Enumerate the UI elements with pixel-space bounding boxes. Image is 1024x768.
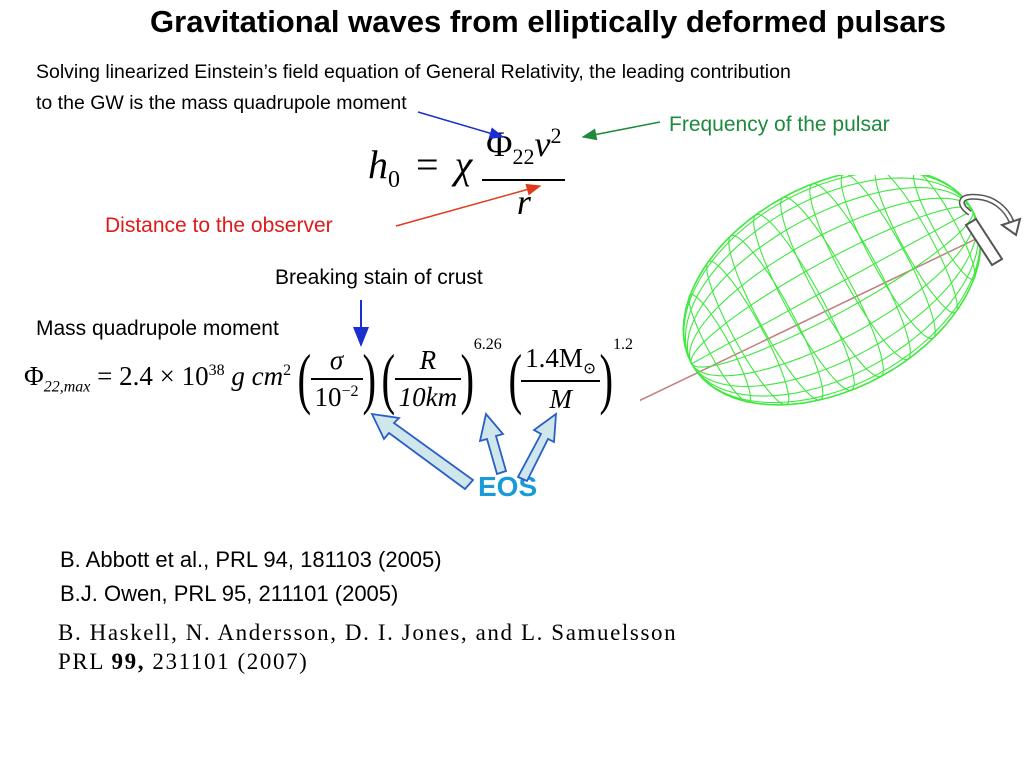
- quadrupole-equation: Φ22,max = 2.4 × 1038 g cm2 ( σ 10−2 ) ( …: [24, 336, 633, 417]
- mesh-parallel: [912, 175, 976, 281]
- mesh-parallel: [706, 260, 790, 406]
- mesh-parallel: [753, 213, 855, 391]
- eos-arrow-radius: [478, 412, 508, 476]
- quadrupole-pointer-arrow: [417, 111, 505, 139]
- ellipsoid-mesh: [682, 175, 982, 406]
- mesh-parallel: [874, 175, 958, 314]
- mesh-meridian: [684, 177, 973, 364]
- mass-fraction: 1.4M⊙ M: [521, 343, 601, 415]
- slide-title: Gravitational waves from elliptically de…: [150, 4, 946, 39]
- mass-quadrupole-label: Mass quadrupole moment: [36, 317, 279, 340]
- rotation-axis: [640, 236, 981, 402]
- reference-abbott: B. Abbott et al., PRL 94, 181103 (2005): [60, 547, 442, 572]
- rotation-arrow-icon: [958, 193, 1022, 267]
- frequency-pointer-arrow: [581, 121, 661, 141]
- strain-equation: h0 = χ Φ22ν2 r: [368, 116, 566, 221]
- intro-line-2: to the GW is the mass quadrupole moment: [36, 92, 407, 114]
- mesh-meridian: [691, 210, 980, 397]
- breaking-strain-label: Breaking stain of crust: [275, 266, 483, 289]
- eos-arrow-sigma: [370, 412, 475, 491]
- mesh-meridian: [691, 210, 978, 387]
- mesh-meridian: [688, 197, 973, 364]
- mesh-meridian: [691, 210, 981, 404]
- frequency-label: Frequency of the pulsar: [669, 113, 890, 136]
- eos-arrow-mass: [516, 412, 558, 483]
- mesh-meridian: [691, 210, 976, 377]
- mesh-parallel: [840, 175, 936, 340]
- intro-line-1: Solving linearized Einstein’s field equa…: [36, 61, 791, 83]
- reference-haskell-line2: PRL 99, 231101 (2007): [58, 649, 309, 674]
- sigma-fraction: σ 10−2: [310, 345, 363, 413]
- mesh-parallel: [688, 293, 752, 403]
- distance-label: Distance to the observer: [105, 214, 333, 237]
- mesh-meridian: [686, 187, 973, 364]
- mesh-outline: [682, 175, 982, 406]
- ellipsoid-wireframe: [640, 175, 1022, 406]
- reference-owen: B.J. Owen, PRL 95, 211101 (2005): [60, 581, 399, 606]
- reference-haskell-line1: B. Haskell, N. Andersson, D. I. Jones, a…: [58, 620, 678, 645]
- mesh-meridian: [683, 175, 973, 364]
- eos-block-arrows: [370, 412, 558, 491]
- mesh-parallel: [780, 196, 884, 378]
- distance-pointer-arrow: [395, 183, 542, 227]
- mesh-parallel: [728, 234, 824, 401]
- mesh-parallel: [809, 183, 911, 361]
- radius-fraction: R 10km: [394, 345, 462, 413]
